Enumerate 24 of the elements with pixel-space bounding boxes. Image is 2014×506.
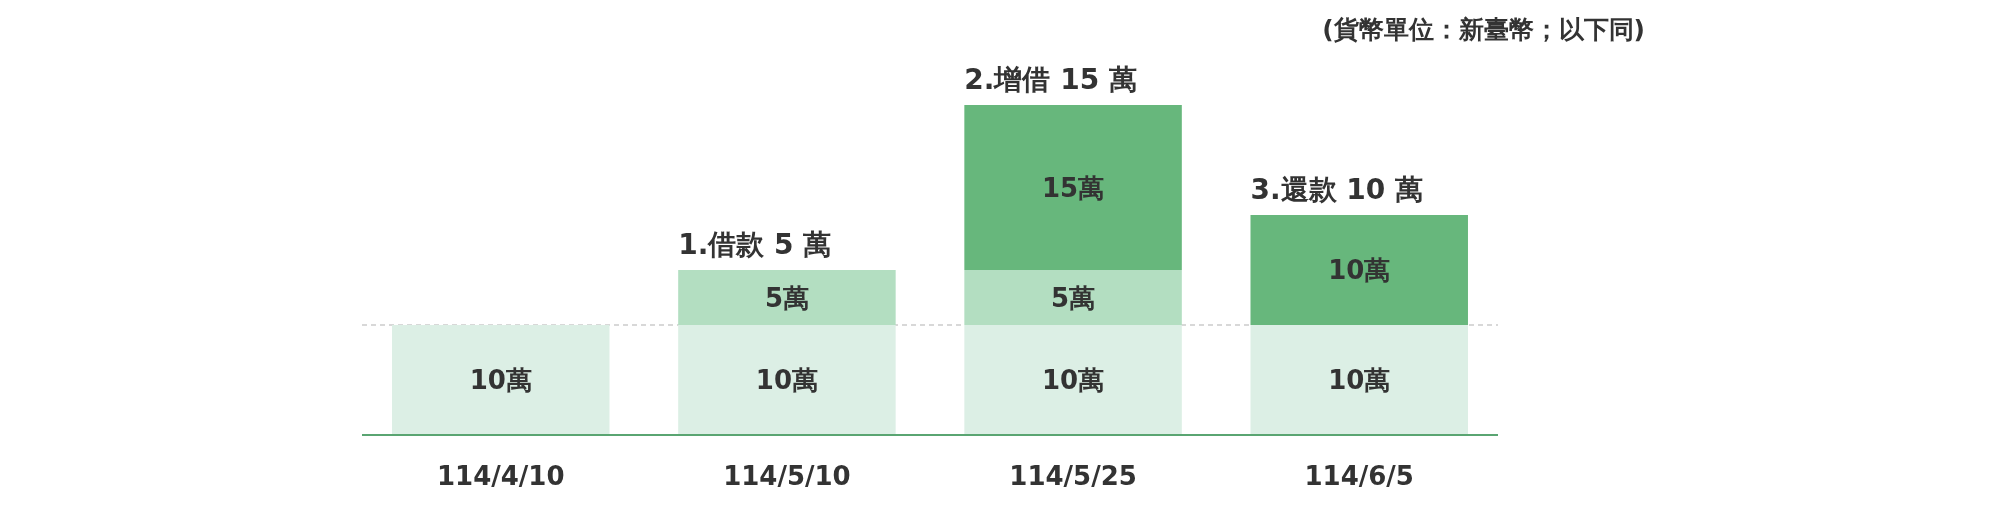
bar: [964, 105, 1182, 270]
bar: [964, 325, 1182, 435]
data-label: 10萬: [1328, 365, 1391, 396]
x-tick-label: 114/5/10: [723, 461, 851, 491]
text: (貨幣單位：新臺幣；以下同): [1322, 15, 1645, 44]
data-label: 10萬: [1328, 255, 1391, 286]
bar: [678, 325, 896, 435]
annotation: 1.借款 5 萬: [678, 228, 832, 261]
x-tick-label: 114/5/25: [1009, 461, 1137, 491]
data-label: 5萬: [1051, 282, 1096, 313]
annotation: 2.增借 15 萬: [964, 63, 1137, 96]
annotation: 3.還款 10 萬: [1250, 173, 1424, 206]
bar: [392, 325, 610, 435]
data-label: 15萬: [1041, 172, 1105, 203]
x-tick-label: 114/6/5: [1304, 461, 1414, 491]
x-tick-label: 114/4/10: [437, 461, 565, 491]
bar: [1250, 325, 1468, 435]
data-label: 10萬: [1041, 365, 1105, 396]
data-label: 10萬: [469, 365, 532, 396]
bar: [964, 270, 1182, 325]
bar: [678, 270, 896, 325]
data-label: 5萬: [764, 282, 809, 313]
bar: [1250, 215, 1468, 325]
data-label: 10萬: [755, 365, 819, 396]
